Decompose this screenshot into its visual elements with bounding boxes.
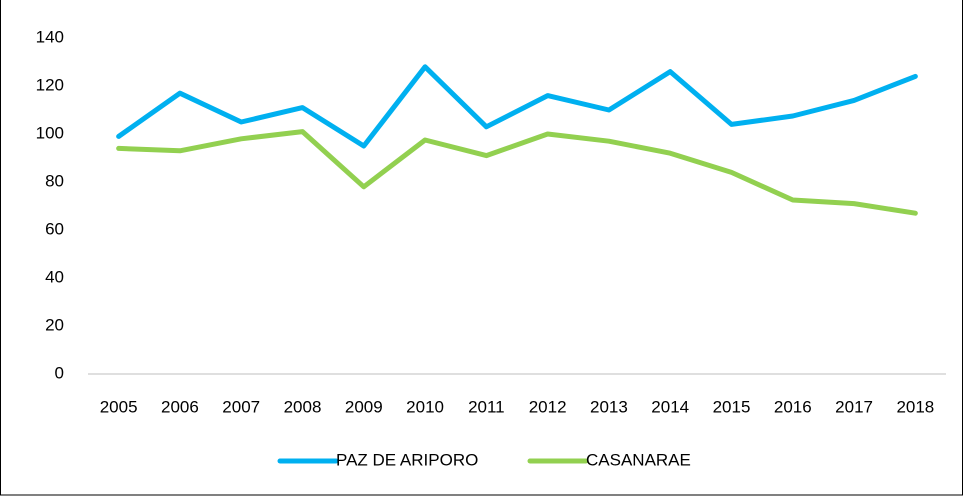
y-tick-label: 40 (45, 267, 64, 286)
y-tick-label: 140 (36, 27, 64, 46)
x-tick-label: 2017 (835, 397, 873, 416)
x-tick-label: 2012 (529, 397, 567, 416)
x-tick-label: 2008 (284, 397, 322, 416)
y-tick-label: 120 (36, 75, 64, 94)
x-tick-label: 2013 (590, 397, 628, 416)
x-tick-label: 2016 (774, 397, 812, 416)
y-tick-label: 20 (45, 315, 64, 334)
x-tick-label: 2007 (222, 397, 260, 416)
x-tick-label: 2010 (406, 397, 444, 416)
series-line (116, 129, 918, 216)
y-tick-label: 60 (45, 219, 64, 238)
x-tick-label: 2011 (468, 397, 505, 416)
y-tick-label: 80 (45, 171, 64, 190)
x-tick-label: 2005 (100, 397, 138, 416)
legend-label: PAZ DE ARIPORO (336, 450, 478, 469)
series-line (116, 64, 918, 149)
y-tick-label: 0 (55, 363, 64, 382)
x-tick-label: 2014 (651, 397, 689, 416)
x-tick-label: 2006 (161, 397, 199, 416)
y-tick-label: 100 (36, 123, 64, 142)
legend-label: CASANARAE (586, 450, 691, 469)
x-tick-label: 2015 (713, 397, 751, 416)
x-tick-label: 2009 (345, 397, 383, 416)
x-tick-label: 2018 (896, 397, 934, 416)
